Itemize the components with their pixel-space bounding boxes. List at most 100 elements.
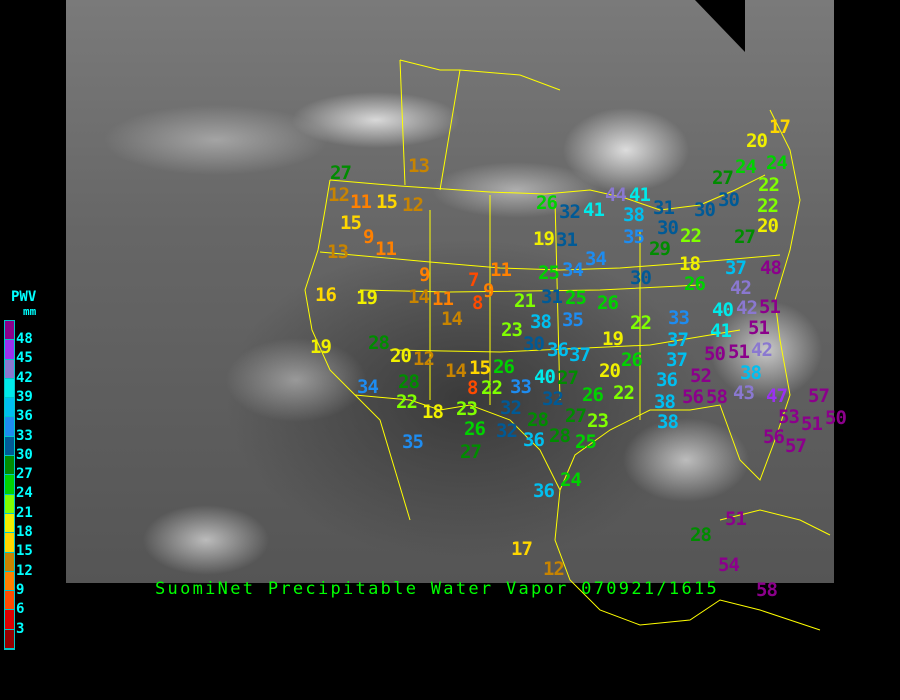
legend-swatch	[5, 629, 14, 650]
station-pwv-value: 41	[629, 184, 651, 206]
station-pwv-value: 26	[597, 292, 619, 314]
state-line	[554, 199, 561, 401]
canada-province-line	[439, 69, 461, 191]
station-pwv-value: 19	[356, 287, 378, 309]
us-west-coast	[304, 179, 411, 521]
station-pwv-value: 33	[510, 376, 532, 398]
station-pwv-value: 20	[757, 215, 779, 237]
legend-tick-label: 3	[16, 620, 25, 637]
station-pwv-value: 35	[562, 309, 584, 331]
station-pwv-value: 22	[758, 174, 780, 196]
canada-province-line	[399, 59, 406, 186]
station-pwv-value: 35	[402, 431, 424, 453]
station-pwv-value: 24	[766, 152, 788, 174]
station-pwv-value: 32	[542, 388, 564, 410]
station-pwv-value: 25	[538, 262, 560, 284]
station-pwv-value: 30	[523, 333, 545, 355]
legend-swatch	[5, 321, 14, 341]
station-pwv-value: 31	[556, 229, 578, 251]
station-pwv-value: 37	[569, 344, 591, 366]
station-pwv-value: 57	[808, 385, 830, 407]
station-pwv-value: 21	[514, 290, 536, 312]
station-pwv-value: 17	[769, 116, 791, 138]
station-pwv-value: 27	[460, 441, 482, 463]
station-pwv-value: 42	[730, 277, 752, 299]
station-pwv-value: 23	[456, 398, 478, 420]
station-pwv-value: 23	[587, 410, 609, 432]
station-pwv-value: 30	[694, 199, 716, 221]
station-pwv-value: 27	[734, 226, 756, 248]
station-pwv-value: 12	[413, 348, 435, 370]
station-pwv-value: 28	[690, 524, 712, 546]
legend-swatch	[5, 417, 14, 437]
station-pwv-value: 38	[657, 411, 679, 433]
station-pwv-value: 14	[445, 360, 467, 382]
station-pwv-value: 12	[402, 194, 424, 216]
station-pwv-value: 7	[468, 269, 479, 291]
station-pwv-value: 26	[536, 192, 558, 214]
legend-swatch	[5, 610, 14, 630]
station-pwv-value: 13	[408, 155, 430, 177]
legend-swatch	[5, 398, 14, 418]
station-pwv-value: 14	[408, 286, 430, 308]
station-pwv-value: 53	[778, 406, 800, 428]
station-pwv-value: 25	[565, 287, 587, 309]
station-pwv-value: 52	[690, 365, 712, 387]
station-pwv-value: 30	[630, 267, 652, 289]
gulf-coast	[559, 109, 801, 491]
legend-tick-label: 27	[16, 466, 33, 483]
station-pwv-value: 22	[630, 312, 652, 334]
station-pwv-value: 26	[582, 384, 604, 406]
station-pwv-value: 34	[357, 376, 379, 398]
station-pwv-value: 22	[481, 377, 503, 399]
station-pwv-value: 26	[684, 273, 706, 295]
legend-swatch	[5, 513, 14, 534]
legend-swatch	[5, 359, 14, 379]
state-line	[389, 329, 741, 353]
station-pwv-value: 11	[490, 259, 512, 281]
station-pwv-value: 18	[679, 253, 701, 275]
legend-color-bar	[4, 320, 15, 651]
station-pwv-value: 40	[534, 366, 556, 388]
station-pwv-value: 22	[613, 382, 635, 404]
legend-tick-label: 15	[16, 543, 33, 560]
legend-swatch	[5, 552, 14, 572]
station-pwv-value: 57	[785, 435, 807, 457]
cuba-outline	[719, 509, 831, 536]
station-pwv-value: 9	[483, 280, 494, 302]
station-pwv-value: 9	[363, 226, 374, 248]
station-pwv-value: 29	[649, 238, 671, 260]
legend-swatch	[5, 340, 14, 360]
legend-swatch	[5, 436, 14, 457]
station-pwv-value: 48	[760, 257, 782, 279]
station-pwv-value: 20	[599, 360, 621, 382]
station-pwv-value: 41	[710, 320, 732, 342]
station-pwv-value: 11	[432, 288, 454, 310]
legend-swatch	[5, 591, 14, 611]
legend-tick-label: 36	[16, 408, 33, 425]
legend-tick-label: 18	[16, 524, 33, 540]
map-title: SuomiNet Precipitable Water Vapor 070921…	[155, 579, 720, 599]
legend-tick-label: 6	[16, 601, 25, 618]
legend-tick-label: 39	[16, 388, 33, 405]
station-pwv-value: 15	[340, 212, 362, 234]
station-pwv-value: 13	[327, 241, 349, 263]
legend-tick-label: 42	[16, 369, 33, 386]
station-pwv-value: 24	[560, 469, 582, 491]
station-pwv-value: 42	[751, 339, 773, 361]
station-pwv-value: 36	[533, 480, 555, 502]
station-pwv-value: 33	[668, 307, 690, 329]
station-pwv-value: 27	[565, 405, 587, 427]
station-pwv-value: 36	[656, 369, 678, 391]
station-pwv-value: 56	[682, 386, 704, 408]
station-pwv-value: 50	[704, 343, 726, 365]
station-pwv-value: 22	[757, 195, 779, 217]
station-pwv-value: 16	[315, 284, 337, 306]
station-pwv-value: 26	[493, 356, 515, 378]
station-pwv-value: 19	[310, 336, 332, 358]
station-pwv-value: 15	[469, 357, 491, 379]
station-pwv-value: 51	[728, 341, 750, 363]
legend-swatch	[5, 494, 14, 514]
legend-swatch	[5, 533, 14, 553]
